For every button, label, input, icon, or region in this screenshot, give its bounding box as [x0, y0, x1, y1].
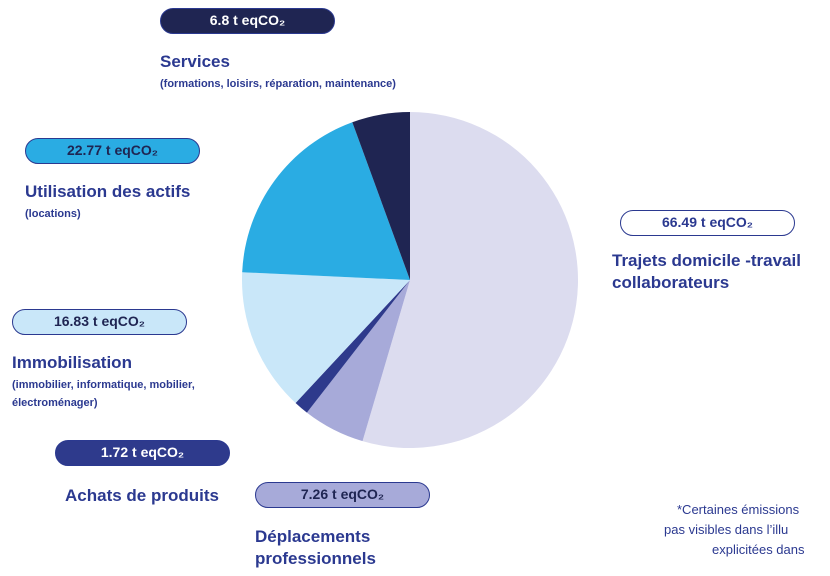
value-pill: 22.77 t eqCO₂ [25, 138, 200, 164]
category-label: Trajets domicile -travail collaborateurs [612, 251, 801, 292]
category-label: Utilisation des actifs [25, 182, 191, 201]
category-label: Déplacements professionnels [255, 527, 376, 568]
category-description: (formations, loisirs, réparation, mainte… [160, 78, 396, 90]
value-pill: 66.49 t eqCO₂ [620, 210, 795, 236]
pie-slice [242, 122, 410, 280]
value-pill: 7.26 t eqCO₂ [255, 482, 430, 508]
category-label: Immobilisation [12, 353, 132, 372]
pie-slice [295, 280, 410, 413]
pie-slice [362, 112, 579, 448]
category-label: Services [160, 52, 230, 71]
footnote: *Certaines émissions [677, 502, 800, 517]
value-pill: 6.8 t eqCO₂ [160, 8, 335, 34]
pie-slice [352, 112, 410, 280]
footnote: explicitées dans [712, 542, 805, 557]
footnote: pas visibles dans l’illu [664, 522, 789, 537]
pie-slice [242, 272, 410, 403]
category-description: (locations) [25, 208, 81, 220]
value-pill: 16.83 t eqCO₂ [12, 309, 187, 335]
category-description: (immobilier, informatique, mobilier, éle… [12, 379, 195, 409]
value-pill: 1.72 t eqCO₂ [55, 440, 230, 466]
pie-slice [306, 280, 410, 442]
category-label: Achats de produits [65, 486, 219, 505]
